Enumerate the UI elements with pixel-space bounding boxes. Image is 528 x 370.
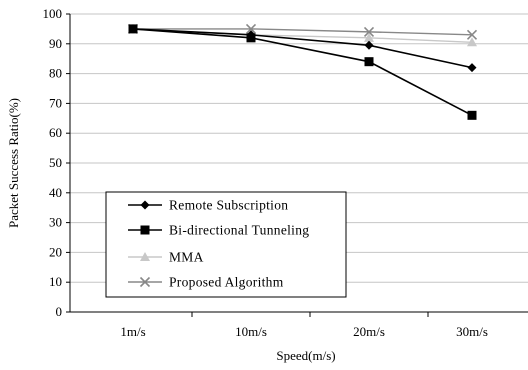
y-tick-label: 100 xyxy=(43,6,63,21)
legend-label: Remote Subscription xyxy=(169,198,288,213)
data-series xyxy=(127,23,478,120)
data-point xyxy=(467,63,477,73)
legend-box xyxy=(105,191,347,298)
x-tick-label: 30m/s xyxy=(456,324,488,339)
legend-marker xyxy=(140,252,150,261)
y-tick-label: 60 xyxy=(49,125,62,140)
series-line xyxy=(132,28,473,117)
data-point xyxy=(467,37,477,47)
x-axis-title: Speed(m/s) xyxy=(276,348,335,363)
data-point xyxy=(364,32,374,42)
y-tick-label: 70 xyxy=(49,95,62,110)
x-tick-label: 10m/s xyxy=(235,324,267,339)
x-tick-label: 1m/s xyxy=(120,324,145,339)
data-point xyxy=(364,40,374,50)
legend-label: Proposed Algorithm xyxy=(169,275,284,290)
legend-label: MMA xyxy=(169,250,204,265)
legend-marker xyxy=(139,276,151,288)
data-point xyxy=(128,24,138,34)
series-bi-directional-tunneling xyxy=(128,24,477,120)
legend-item: Remote Subscription xyxy=(128,198,288,213)
y-tick-label: 30 xyxy=(49,215,62,230)
axes xyxy=(66,13,528,317)
y-tick-label: 50 xyxy=(49,155,62,170)
y-tick-label: 40 xyxy=(49,185,62,200)
y-tick-label: 20 xyxy=(49,244,62,259)
series-mma xyxy=(128,23,477,47)
data-point xyxy=(364,57,374,67)
y-tick-labels: 0 10 20 30 40 50 60 70 80 90 100 xyxy=(43,6,63,319)
y-axis-title: Packet Success Ratio(%) xyxy=(6,98,21,228)
x-tick-labels: 1m/s 10m/s 20m/s 30m/s xyxy=(120,324,488,339)
legend-label: Bi-directional Tunneling xyxy=(169,223,309,238)
series-line xyxy=(132,28,473,69)
data-point xyxy=(467,110,477,120)
legend-marker xyxy=(140,200,150,210)
legend-items: Remote Subscription Bi-directional Tunnel… xyxy=(128,198,309,290)
y-tick-label: 80 xyxy=(49,66,62,81)
data-point xyxy=(246,33,256,43)
x-tick-label: 20m/s xyxy=(353,324,385,339)
legend-marker xyxy=(140,225,150,235)
series-line xyxy=(133,28,473,36)
y-tick-label: 10 xyxy=(49,274,62,289)
y-tick-label: 90 xyxy=(49,36,62,51)
data-point xyxy=(466,29,478,40)
data-point xyxy=(245,23,257,34)
legend-item: Bi-directional Tunneling xyxy=(128,223,309,238)
legend-item: MMA xyxy=(128,250,204,265)
y-tick-label: 0 xyxy=(56,304,63,319)
data-point xyxy=(363,26,375,37)
legend: Remote Subscription Bi-directional Tunnel… xyxy=(105,191,347,298)
legend-item: Proposed Algorithm xyxy=(128,275,284,290)
